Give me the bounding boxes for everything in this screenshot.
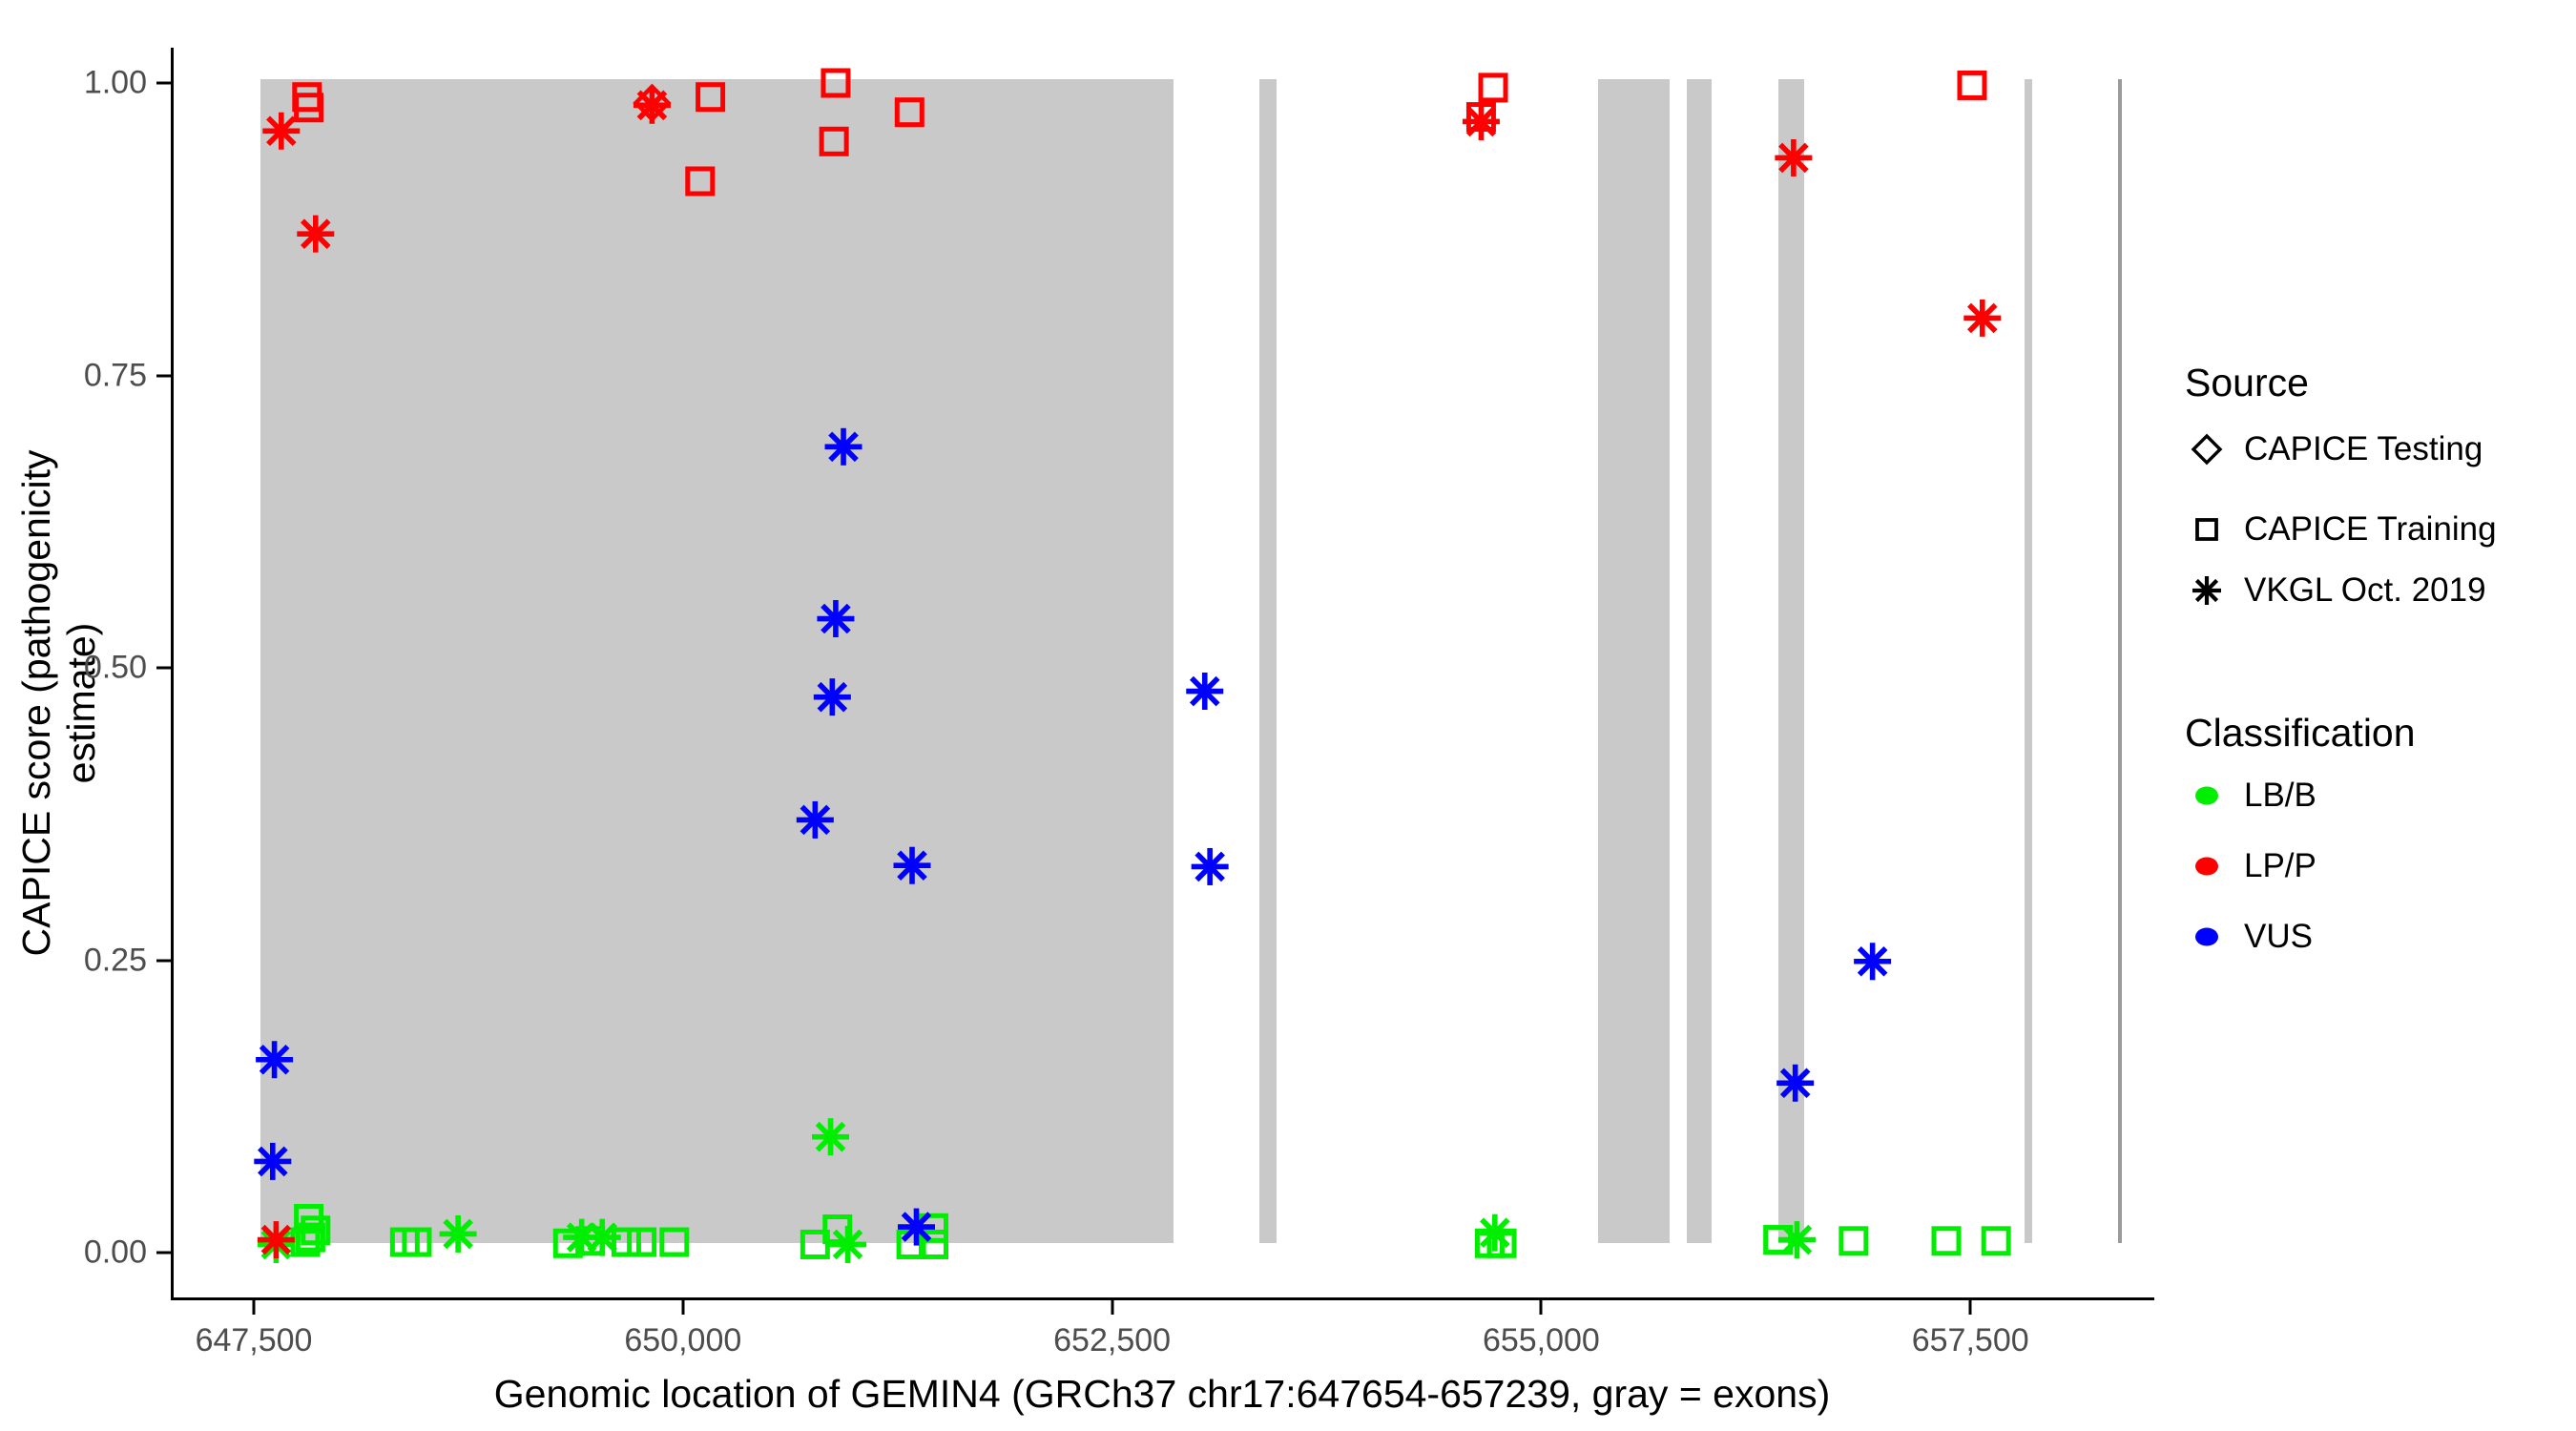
x-tick xyxy=(681,1300,685,1315)
legend-item-label: LP/P xyxy=(2244,847,2316,884)
blue-dot-icon xyxy=(2185,915,2229,959)
point-square xyxy=(627,1227,657,1257)
point-square xyxy=(611,1227,641,1257)
y-tick xyxy=(156,666,171,670)
legend-item-label: CAPICE Testing xyxy=(2244,430,2483,467)
legend-item-vkgl: VKGL Oct. 2019 xyxy=(2185,569,2486,612)
y-tick-label: 0.00 xyxy=(83,1234,147,1271)
x-tick-label: 647,500 xyxy=(195,1322,313,1358)
point-asterisk xyxy=(1963,299,2002,337)
point-square xyxy=(800,1229,830,1259)
point-asterisk xyxy=(893,846,931,884)
point-square xyxy=(1981,1226,2011,1256)
exon-band xyxy=(1597,79,1671,1244)
point-asterisk xyxy=(817,600,855,638)
exon-band xyxy=(260,79,1174,1244)
point-asterisk xyxy=(256,1041,294,1079)
x-tick-label: 655,000 xyxy=(1482,1322,1600,1358)
y-tick-label: 1.00 xyxy=(83,64,147,101)
x-tick xyxy=(252,1300,256,1315)
point-asterisk xyxy=(1777,1221,1816,1259)
point-asterisk xyxy=(897,1208,935,1246)
point-asterisk xyxy=(439,1214,477,1253)
y-tick-label: 0.75 xyxy=(83,357,147,393)
point-asterisk xyxy=(1854,943,1892,981)
point-square xyxy=(1957,70,1987,100)
y-tick xyxy=(156,1251,171,1255)
legend-item-lpp: LP/P xyxy=(2185,844,2316,888)
point-asterisk xyxy=(633,86,671,124)
point-asterisk xyxy=(1462,102,1500,140)
point-square xyxy=(295,1222,325,1253)
square-icon xyxy=(2185,508,2229,551)
x-tick-label: 657,500 xyxy=(1911,1322,2029,1358)
point-square xyxy=(685,166,716,197)
point-asterisk xyxy=(583,1218,621,1256)
x-tick xyxy=(1111,1300,1114,1315)
legend: Source CAPICE Testing CAPICE Training xyxy=(2185,361,2576,981)
y-tick xyxy=(156,959,171,963)
point-square xyxy=(1931,1226,1962,1256)
point-square xyxy=(1839,1226,1869,1256)
legend-source-title: Source xyxy=(2185,361,2309,404)
x-tick-label: 652,500 xyxy=(1053,1322,1172,1358)
legend-classification-title: Classification xyxy=(2185,711,2416,755)
point-asterisk xyxy=(1191,847,1229,885)
exon-band xyxy=(1259,79,1278,1244)
y-axis-title: CAPICE score (pathogenicity estimate) xyxy=(14,449,103,957)
y-tick-label: 0.50 xyxy=(83,649,147,686)
point-square xyxy=(402,1227,432,1257)
y-tick-label: 0.25 xyxy=(83,942,147,979)
exon-band xyxy=(1777,79,1804,1244)
x-tick xyxy=(1539,1300,1543,1315)
point-square xyxy=(294,93,324,123)
diamond-icon xyxy=(2185,427,2229,471)
point-asterisk xyxy=(297,215,335,253)
exon-band xyxy=(2117,79,2122,1244)
point-square xyxy=(659,1227,690,1257)
legend-item-capice-training: CAPICE Training xyxy=(2185,508,2497,551)
y-tick xyxy=(156,374,171,377)
exon-band xyxy=(2024,79,2032,1244)
point-square xyxy=(1478,73,1508,103)
plot-panel: 647,500 650,000 652,500 655,000 657,500 0.00 0… xyxy=(84,52,2151,1358)
x-axis-title: Genomic location of GEMIN4 (GRCh37 chr17… xyxy=(493,1372,1831,1416)
legend-item-lbb: LB/B xyxy=(2185,774,2316,818)
point-asterisk xyxy=(829,1225,867,1263)
green-dot-icon xyxy=(2185,774,2229,818)
point-asterisk xyxy=(1476,1213,1514,1252)
point-square xyxy=(918,1229,948,1259)
point-asterisk xyxy=(254,1142,292,1180)
legend-item-vus: VUS xyxy=(2185,915,2313,959)
point-square xyxy=(821,68,851,98)
point-asterisk xyxy=(1775,138,1813,176)
point-asterisk xyxy=(813,678,851,716)
scatter-points xyxy=(254,68,2011,1263)
point-square xyxy=(696,82,726,113)
point-asterisk xyxy=(812,1118,850,1156)
point-asterisk xyxy=(262,112,301,150)
point-asterisk xyxy=(1186,673,1224,711)
x-tick-label: 650,000 xyxy=(624,1322,742,1358)
legend-item-label: VUS xyxy=(2244,918,2313,955)
legend-item-capice-testing: CAPICE Testing xyxy=(2185,427,2483,471)
x-tick xyxy=(1968,1300,1972,1315)
legend-item-label: VKGL Oct. 2019 xyxy=(2244,571,2486,609)
point-asterisk xyxy=(796,800,834,839)
x-axis-line xyxy=(171,1297,2154,1300)
point-square xyxy=(894,97,924,128)
legend-item-label: CAPICE Training xyxy=(2244,510,2497,548)
asterisk-icon xyxy=(2185,569,2229,612)
y-axis-line xyxy=(171,48,174,1300)
point-asterisk xyxy=(1776,1064,1815,1102)
y-tick xyxy=(156,81,171,85)
point-square xyxy=(819,126,849,156)
point-asterisk xyxy=(824,427,862,466)
point-asterisk xyxy=(257,1221,295,1259)
exon-band xyxy=(1687,79,1712,1244)
legend-item-label: LB/B xyxy=(2244,777,2316,814)
red-dot-icon xyxy=(2185,844,2229,888)
